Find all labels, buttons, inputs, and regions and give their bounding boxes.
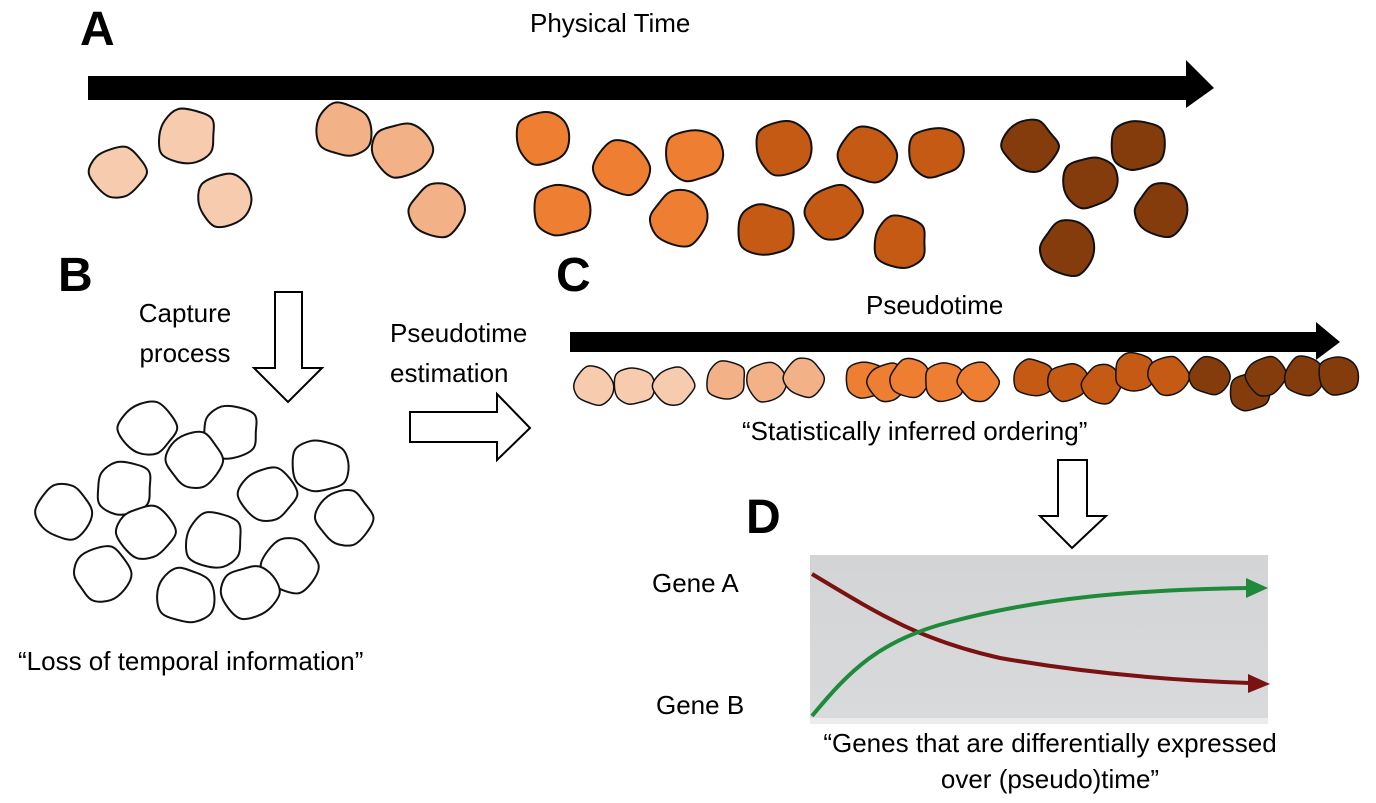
cell bbox=[803, 183, 864, 241]
physical-time-label: Physical Time bbox=[530, 8, 691, 38]
gene-b-arrowhead bbox=[1248, 674, 1270, 693]
cell bbox=[1000, 118, 1060, 173]
physical-time-arrow bbox=[88, 60, 1214, 108]
ordered-cell bbox=[572, 365, 615, 407]
cell bbox=[755, 120, 813, 177]
ordered-cell bbox=[706, 360, 746, 400]
gene-b-curve bbox=[810, 572, 1251, 685]
cell bbox=[665, 129, 725, 183]
pseudotime-estimation-line1: Pseudotime bbox=[390, 318, 528, 348]
captured-cell bbox=[313, 488, 375, 547]
capture-down-arrow bbox=[251, 291, 325, 404]
captured-cell bbox=[184, 511, 242, 569]
cell bbox=[315, 101, 373, 157]
cell bbox=[87, 145, 149, 199]
ordered-cell bbox=[1013, 358, 1055, 397]
cell bbox=[908, 127, 965, 179]
captured-cell bbox=[236, 466, 299, 522]
statistically-inferred-caption: “Statistically inferred ordering” bbox=[742, 416, 1088, 446]
cell bbox=[737, 203, 795, 256]
ordered-cell bbox=[1188, 355, 1231, 396]
ordered-cell bbox=[782, 357, 826, 399]
captured-cells bbox=[34, 400, 375, 624]
cell bbox=[1133, 182, 1189, 239]
captured-cell bbox=[114, 504, 177, 560]
panel-label-c: C bbox=[556, 249, 591, 302]
ordered-cell bbox=[746, 361, 788, 403]
gene-a-arrowhead bbox=[1246, 578, 1268, 598]
gene-expression-plot bbox=[810, 555, 1270, 724]
captured-cell bbox=[34, 482, 94, 541]
capture-process-line2: process bbox=[139, 338, 231, 368]
cell bbox=[836, 125, 899, 184]
ordered-cell bbox=[924, 362, 965, 403]
to-genes-down-arrow bbox=[1037, 459, 1109, 550]
genes-differential-caption-line2: over (pseudo)time” bbox=[940, 764, 1160, 794]
ordered-cell bbox=[651, 366, 696, 406]
captured-cell bbox=[156, 566, 216, 624]
ordered-cell bbox=[956, 361, 1001, 403]
cell bbox=[515, 110, 571, 166]
gene-a-label: Gene A bbox=[652, 568, 739, 598]
physical-time-cells bbox=[87, 101, 1189, 278]
panel-label-d: D bbox=[746, 491, 781, 544]
pseudotime-label: Pseudotime bbox=[866, 290, 1004, 320]
cell bbox=[591, 139, 652, 197]
cell bbox=[407, 182, 467, 239]
pseudotime-estimation-arrow bbox=[409, 391, 532, 463]
ordered-cell bbox=[1318, 356, 1360, 396]
loss-temporal-caption: “Loss of temporal information” bbox=[18, 646, 364, 676]
pseudotime-estimation-line2: estimation bbox=[390, 358, 509, 388]
cell bbox=[197, 172, 253, 229]
ordered-cells bbox=[572, 351, 1360, 412]
genes-differential-caption-line1: “Genes that are differentially expressed bbox=[823, 728, 1277, 758]
cell bbox=[1038, 219, 1096, 278]
ordered-cell bbox=[1244, 355, 1288, 397]
pseudotime-arrow bbox=[570, 322, 1340, 360]
panel-label-a: A bbox=[80, 3, 115, 56]
ordered-cell bbox=[889, 357, 930, 399]
cell bbox=[157, 107, 215, 165]
ordered-cell bbox=[1283, 355, 1324, 397]
cell bbox=[533, 183, 592, 237]
capture-process-line1: Capture bbox=[138, 298, 232, 328]
ordered-cell bbox=[613, 367, 656, 405]
panel-label-b: B bbox=[58, 249, 93, 302]
cell bbox=[873, 214, 926, 269]
captured-cell bbox=[164, 430, 225, 489]
ordered-cell bbox=[1080, 363, 1123, 405]
captured-cell bbox=[291, 439, 350, 493]
cell bbox=[1110, 120, 1166, 171]
gene-a-curve bbox=[810, 586, 1249, 718]
ordered-cell bbox=[1046, 362, 1090, 403]
captured-cell bbox=[73, 545, 133, 603]
captured-cell bbox=[219, 565, 281, 621]
cell bbox=[1062, 156, 1119, 210]
ordered-cell bbox=[1147, 355, 1191, 397]
captured-cell bbox=[116, 400, 179, 456]
cell bbox=[370, 122, 435, 179]
gene-b-label: Gene B bbox=[656, 690, 745, 720]
ordered-cell bbox=[1115, 351, 1154, 392]
cell bbox=[648, 188, 709, 248]
